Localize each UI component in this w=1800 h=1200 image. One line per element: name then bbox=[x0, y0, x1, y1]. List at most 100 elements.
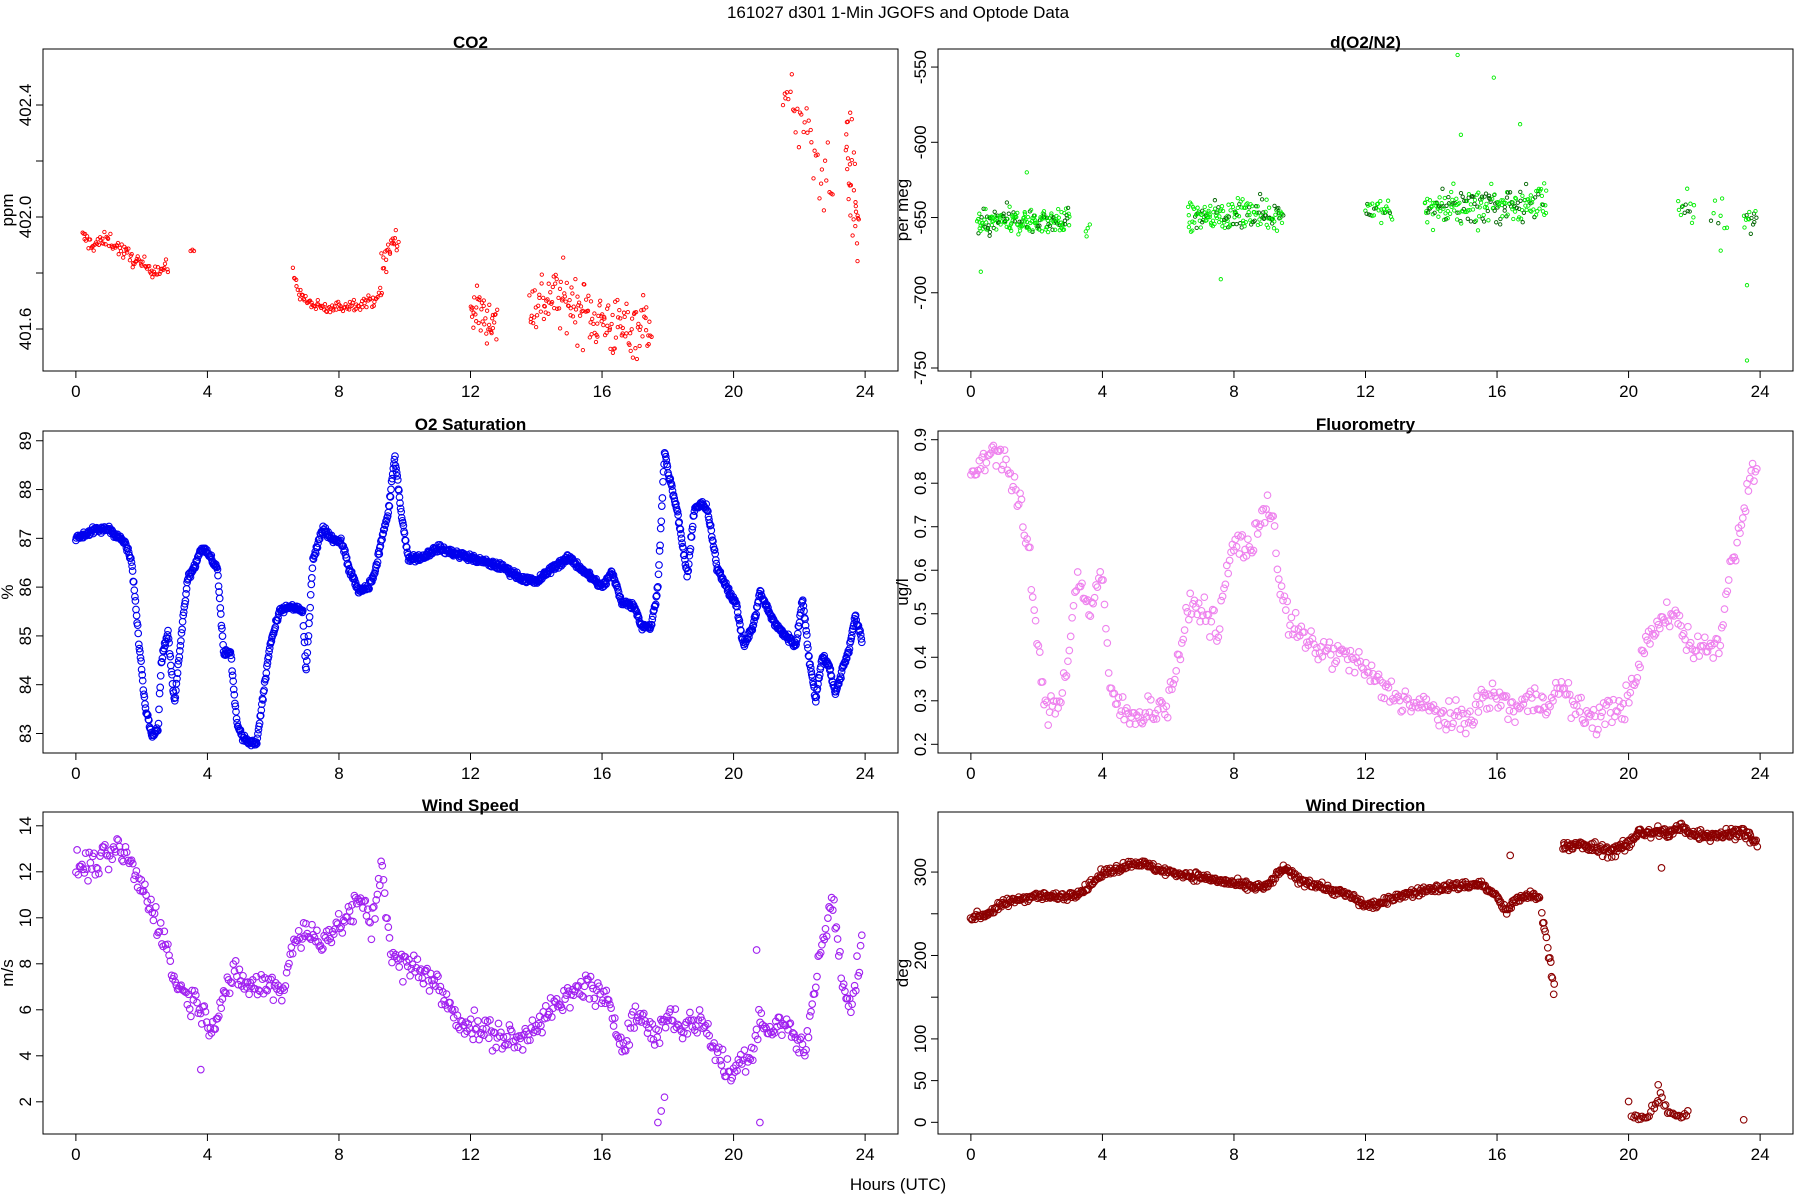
wind-speed-point bbox=[561, 995, 569, 1003]
wind-speed-point bbox=[503, 1032, 511, 1041]
co2-point bbox=[804, 106, 809, 111]
o2n2-point bbox=[1523, 181, 1529, 187]
o2n2-point bbox=[1492, 192, 1497, 197]
fluorometry-point bbox=[1662, 598, 1671, 607]
fluorometry-point bbox=[1460, 719, 1469, 728]
co2-point bbox=[558, 279, 563, 285]
o2-saturation-point bbox=[170, 696, 179, 705]
fluorometry-point bbox=[1537, 692, 1546, 701]
co2-point bbox=[596, 313, 601, 319]
wind-speed-ytick-label: 2 bbox=[16, 1097, 35, 1106]
fluorometry-point bbox=[1026, 543, 1034, 552]
fluorometry-point bbox=[1236, 532, 1245, 541]
wind-speed-point bbox=[673, 1020, 682, 1029]
fluorometry-point bbox=[1626, 688, 1635, 697]
wind-speed-point bbox=[126, 857, 135, 866]
co2-point bbox=[819, 167, 825, 172]
o2n2-point bbox=[1250, 203, 1255, 209]
wind-direction-point bbox=[1269, 878, 1277, 887]
wind-speed-point bbox=[95, 869, 103, 878]
o2n2-point bbox=[1258, 221, 1263, 227]
fluorometry-point bbox=[1581, 719, 1590, 727]
wind-speed-xtick-label: 20 bbox=[724, 1145, 743, 1164]
co2-points bbox=[80, 72, 861, 362]
o2n2-point bbox=[1264, 197, 1269, 202]
o2n2-point bbox=[1370, 201, 1375, 206]
o2n2-point bbox=[1234, 212, 1240, 218]
wind-speed-point bbox=[497, 1028, 505, 1037]
wind-speed-point bbox=[235, 965, 244, 974]
o2-saturation-point bbox=[132, 611, 141, 620]
fluorometry-point bbox=[1326, 650, 1335, 659]
co2-point bbox=[624, 301, 629, 306]
o2-saturation-point bbox=[857, 638, 866, 647]
fluorometry-point bbox=[1073, 568, 1082, 576]
o2-saturation-point bbox=[265, 647, 273, 656]
co2-point bbox=[542, 304, 547, 309]
o2n2-point bbox=[992, 209, 997, 214]
fluorometry-point bbox=[1422, 695, 1431, 703]
o2-saturation-point bbox=[260, 686, 268, 695]
o2n2-point bbox=[1212, 221, 1217, 227]
wind-speed-point bbox=[595, 982, 603, 991]
o2n2-point bbox=[1711, 211, 1716, 216]
fluorometry-point bbox=[1218, 592, 1227, 601]
fluorometry-point bbox=[1374, 670, 1383, 679]
co2-point bbox=[604, 330, 609, 336]
o2-saturation-point bbox=[673, 507, 682, 516]
co2-point bbox=[851, 150, 857, 155]
o2-saturation-point bbox=[166, 661, 175, 670]
wind-direction-ytick-label: 100 bbox=[911, 1025, 930, 1053]
o2n2-point bbox=[1744, 213, 1749, 218]
co2-plot-frame bbox=[42, 48, 899, 372]
o2-saturation-point bbox=[254, 730, 262, 738]
o2-saturation-point bbox=[836, 675, 844, 684]
fluorometry-point bbox=[1577, 693, 1585, 702]
wind-speed-point bbox=[470, 1006, 479, 1015]
o2n2-point bbox=[1279, 220, 1285, 226]
co2-point bbox=[848, 110, 853, 115]
co2-point bbox=[165, 269, 171, 275]
fluorometry-point bbox=[1387, 677, 1396, 686]
co2-point bbox=[575, 294, 580, 299]
co2-point bbox=[315, 297, 320, 303]
o2-saturation-point bbox=[658, 494, 667, 502]
fluorometry-point bbox=[1619, 699, 1628, 708]
wind-speed-point bbox=[701, 1021, 710, 1030]
o2-saturation-point bbox=[308, 564, 317, 573]
fluorometry-point bbox=[1291, 608, 1300, 617]
o2n2-point bbox=[1434, 201, 1440, 206]
o2n2-point bbox=[1387, 210, 1393, 215]
wind-speed-point bbox=[768, 1030, 777, 1039]
o2n2-point bbox=[1459, 221, 1464, 226]
o2n2-point bbox=[1208, 203, 1213, 209]
co2-point bbox=[381, 255, 386, 260]
co2-title: CO2 bbox=[453, 33, 488, 52]
o2n2-point bbox=[1066, 223, 1072, 228]
o2-saturation-point bbox=[163, 631, 172, 639]
o2n2-point bbox=[1473, 218, 1479, 223]
co2-point bbox=[481, 298, 486, 303]
o2n2-point bbox=[1518, 216, 1524, 221]
wind-speed-point bbox=[648, 1020, 657, 1028]
o2-saturation-point bbox=[177, 637, 185, 645]
co2-point bbox=[371, 303, 376, 308]
wind-direction-xtick-label: 4 bbox=[1098, 1145, 1107, 1164]
co2-point bbox=[378, 285, 383, 291]
o2-saturation-point bbox=[733, 602, 741, 611]
o2-saturation-ylabel: % bbox=[0, 584, 17, 599]
co2-point bbox=[385, 242, 391, 247]
wind-direction-point bbox=[1671, 825, 1680, 834]
o2-saturation-point bbox=[261, 674, 270, 683]
wind-direction-point bbox=[1271, 874, 1280, 883]
co2-point bbox=[602, 314, 607, 320]
wind-speed-point bbox=[723, 1055, 732, 1063]
wind-speed-point bbox=[90, 849, 98, 858]
o2-saturation-point bbox=[655, 561, 663, 569]
o2-saturation-point bbox=[227, 655, 236, 663]
fluorometry-point bbox=[1723, 587, 1732, 596]
wind-direction-point bbox=[1534, 893, 1543, 901]
o2-saturation-point bbox=[228, 671, 237, 680]
co2-point bbox=[850, 233, 855, 238]
co2-point bbox=[640, 334, 645, 339]
